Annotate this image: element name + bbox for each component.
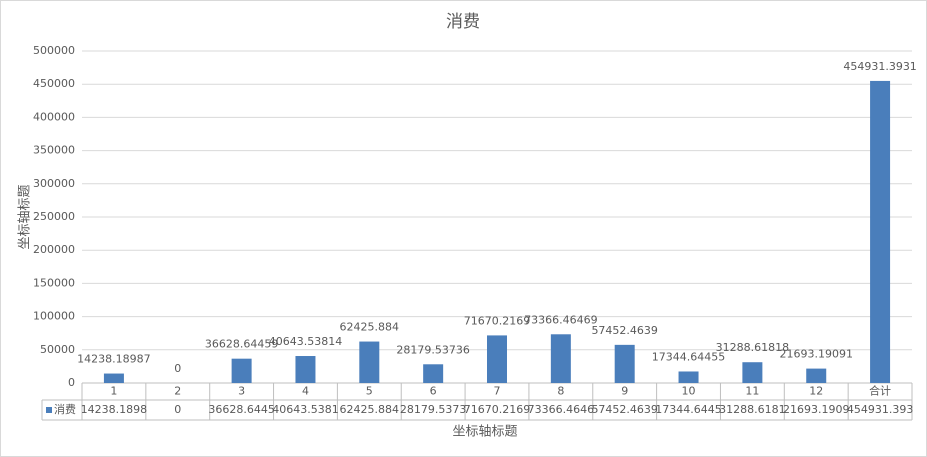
data-label: 0	[174, 362, 181, 375]
table-value: 14238.1898	[81, 403, 147, 416]
table-value: 0	[174, 403, 181, 416]
y-axis-title: 坐标轴标题	[18, 184, 33, 249]
data-label: 57452.4639	[591, 324, 657, 337]
bar	[806, 368, 827, 383]
table-value: 73366.4646	[528, 403, 594, 416]
x-tick-label: 3	[238, 385, 245, 398]
y-tick-label: 150000	[33, 276, 75, 289]
table-value: 17344.6445	[655, 403, 721, 416]
y-tick-label: 100000	[33, 310, 75, 323]
y-tick-label: 500000	[33, 44, 75, 57]
data-label: 40643.53814	[269, 335, 342, 348]
table-value: 62425.884	[340, 403, 400, 416]
bar	[231, 358, 252, 383]
table-value: 28179.5373	[400, 403, 466, 416]
data-label: 71670.2169	[464, 314, 530, 327]
data-label: 62425.884	[340, 321, 400, 334]
data-label: 28179.53736	[396, 343, 469, 356]
chart-title: 消费	[446, 12, 480, 32]
y-tick-label: 50000	[40, 343, 75, 356]
x-tick-label: 12	[809, 385, 823, 398]
bar	[614, 344, 635, 383]
y-tick-label: 400000	[33, 110, 75, 123]
bar	[359, 341, 380, 383]
data-label: 14238.18987	[77, 353, 150, 366]
x-tick-label: 1	[110, 385, 117, 398]
bar	[678, 371, 699, 383]
x-tick-label: 9	[621, 385, 628, 398]
data-label: 31288.61818	[716, 341, 789, 354]
y-tick-label: 450000	[33, 77, 75, 90]
data-label: 454931.3931	[843, 60, 916, 73]
x-tick-label: 合计	[869, 384, 891, 398]
bar	[550, 334, 571, 383]
legend-label: 消费	[54, 402, 76, 416]
x-axis-title: 坐标轴标题	[452, 425, 517, 440]
x-tick-label: 7	[494, 385, 501, 398]
bar	[103, 373, 124, 383]
y-tick-label: 0	[68, 376, 75, 389]
data-label: 21693.19091	[779, 348, 852, 361]
table-value: 36628.6445	[208, 403, 274, 416]
x-tick-label: 4	[302, 385, 309, 398]
data-label: 73366.46469	[524, 313, 597, 326]
x-tick-label: 6	[430, 385, 437, 398]
x-tick-label: 5	[366, 385, 373, 398]
table-value: 454931.393	[847, 403, 913, 416]
x-tick-label: 11	[745, 385, 759, 398]
legend-swatch	[46, 407, 52, 413]
table-value: 57452.4639	[591, 403, 657, 416]
y-tick-label: 250000	[33, 210, 75, 223]
table-value: 40643.5381	[272, 403, 338, 416]
y-tick-label: 300000	[33, 177, 75, 190]
table-value: 71670.2169	[464, 403, 530, 416]
data-label: 36628.64459	[205, 338, 278, 351]
table-value: 31288.6181	[719, 403, 785, 416]
y-tick-label: 350000	[33, 144, 75, 157]
bar	[742, 362, 763, 383]
x-tick-label: 2	[174, 385, 181, 398]
bar	[423, 364, 444, 383]
data-label: 17344.64455	[652, 350, 725, 363]
x-tick-label: 10	[682, 385, 696, 398]
table-value: 21693.1909	[783, 403, 849, 416]
bar	[295, 356, 316, 383]
bar	[870, 80, 891, 384]
y-tick-label: 200000	[33, 243, 75, 256]
x-tick-label: 8	[557, 385, 564, 398]
bar	[487, 335, 507, 383]
